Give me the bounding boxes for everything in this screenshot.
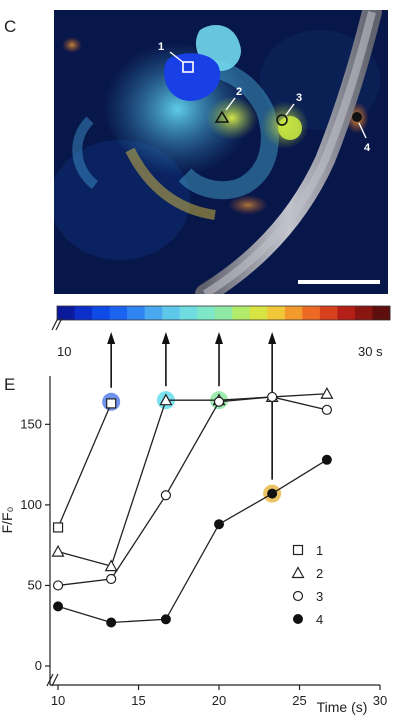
colorbar-max-label: 30 s (358, 344, 383, 359)
colorbar-segment (214, 306, 233, 320)
onset-arrow-head (107, 332, 116, 344)
legend-label: 1 (316, 543, 323, 558)
colorbar-axis-break (51, 317, 63, 331)
colorbar-segment (162, 306, 181, 320)
data-point (321, 404, 332, 415)
y-axis-label: F/F₀ (0, 506, 15, 533)
data-point (267, 391, 278, 403)
colorbar-segment (249, 306, 268, 320)
colorbar-segment (302, 306, 321, 320)
data-point (267, 488, 278, 499)
onset-arrow-head (268, 332, 277, 344)
data-point (160, 490, 172, 501)
legend-label: 2 (316, 566, 323, 581)
series-1-points (52, 398, 117, 533)
series-4-points (53, 454, 332, 628)
onset-highlights (102, 391, 282, 503)
x-tick-label: 15 (131, 693, 145, 708)
panel-c-label: C (4, 17, 16, 36)
roi-3-marker (276, 114, 288, 126)
colorbar-segment (372, 306, 391, 320)
roi-markers: 1 2 3 4 (158, 41, 371, 154)
chart-legend: 1 2 3 4 (291, 543, 323, 627)
legend-marker (293, 614, 303, 624)
roi-4-marker (352, 112, 362, 122)
data-point (321, 454, 332, 465)
chart-series (51, 386, 334, 628)
colorbar-segment (267, 306, 286, 320)
data-point (104, 559, 118, 572)
colorbar-segment (74, 306, 93, 320)
colorbar-segment (337, 306, 356, 320)
colorbar-segment (197, 306, 216, 320)
data-point (106, 573, 117, 585)
roi-4-label: 4 (364, 142, 371, 154)
colorbar-segment (179, 306, 198, 320)
onset-arrow-head (161, 332, 170, 344)
series-line (57, 459, 328, 624)
data-point (52, 580, 64, 591)
x-tick-label: 10 (51, 693, 65, 708)
legend-label: 4 (316, 612, 323, 627)
x-axis-label: Time (s) (317, 699, 368, 715)
panel-e-label: E (4, 375, 15, 394)
time-colorbar (56, 305, 391, 321)
colorbar-frame (56, 305, 391, 321)
scale-bar (298, 280, 380, 284)
x-tick-label: 30 (373, 693, 387, 708)
roi-2-label: 2 (236, 86, 242, 98)
colorbar-segment (109, 306, 128, 320)
colorbar-segment (354, 306, 373, 320)
data-point (52, 522, 64, 533)
series-4 (57, 459, 328, 624)
series-2-points (51, 386, 334, 572)
series-1 (57, 403, 112, 528)
colorbar-segment (57, 306, 76, 320)
series-line (57, 396, 328, 587)
calcium-image (54, 10, 388, 294)
colorbar-segment (127, 306, 146, 320)
legend-label: 3 (316, 589, 323, 604)
y-axis: 0 50 100 150 F/F₀ (0, 376, 51, 685)
series-3-points (52, 391, 332, 591)
data-point (213, 396, 225, 407)
series-line (57, 393, 327, 567)
legend-marker (291, 566, 305, 579)
series-line (57, 403, 112, 528)
data-point (106, 617, 117, 628)
colorbar-segment (92, 306, 111, 320)
colorbar-segment (284, 306, 303, 320)
data-point (53, 601, 64, 612)
time-arrows (107, 332, 277, 480)
data-point (320, 386, 334, 399)
roi-1-label: 1 (158, 41, 164, 53)
y-tick-label: 50 (28, 577, 42, 592)
colorbar-segment (144, 306, 163, 320)
legend-marker (292, 590, 304, 602)
onset-arrow-head (215, 332, 224, 344)
data-point (214, 519, 225, 530)
data-point (159, 393, 173, 406)
data-point (51, 544, 65, 557)
y-tick-label: 0 (35, 658, 42, 673)
x-axis: 10 15 20 25 30 Time (s) (46, 673, 387, 715)
x-tick-label: 20 (212, 693, 226, 708)
y-tick-label: 100 (20, 497, 42, 512)
series-3 (57, 396, 328, 587)
roi-2-marker (214, 110, 230, 123)
series-2 (57, 393, 327, 567)
x-tick-label: 25 (292, 693, 306, 708)
colorbar-segment (319, 306, 338, 320)
roi-3-label: 3 (296, 92, 302, 104)
colorbar-min-label: 10 (57, 344, 71, 359)
y-tick-label: 150 (20, 416, 42, 431)
data-point (106, 398, 117, 409)
colorbar-segment (232, 306, 251, 320)
legend-marker (292, 544, 304, 556)
data-point (160, 614, 171, 625)
roi-1-marker (182, 61, 194, 73)
